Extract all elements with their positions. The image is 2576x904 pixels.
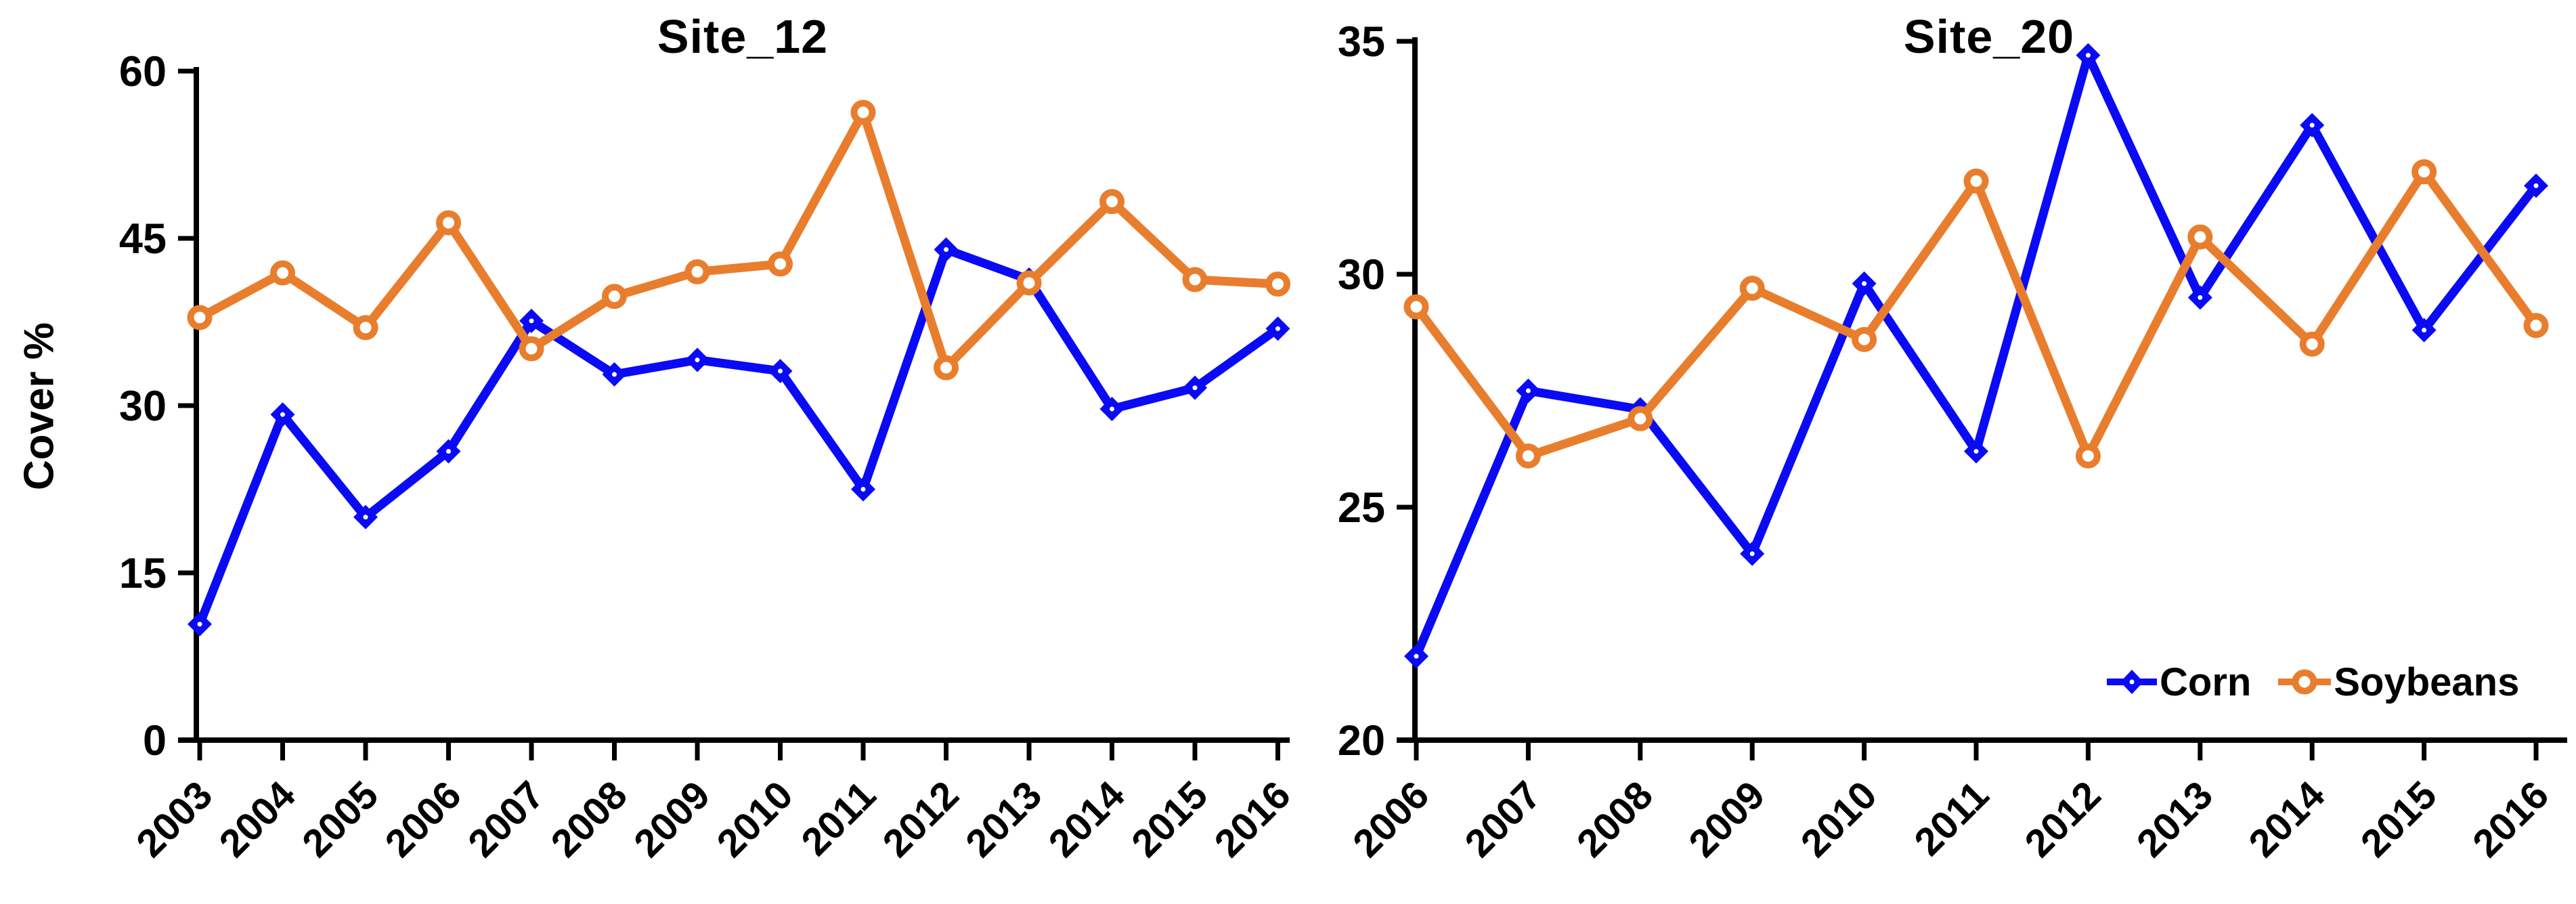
legend: Corn Soybeans	[2105, 658, 2519, 706]
soybeans-series-line-chart0	[195, 108, 1282, 372]
chart-title-site12: Site_12	[657, 10, 829, 63]
soybeans-marker-chart0	[519, 336, 544, 362]
soybeans-marker-chart0	[436, 210, 461, 236]
soybeans-marker-chart0	[1265, 272, 1290, 297]
x-tick-label-chart0: 2014	[1040, 773, 1133, 865]
corn-marker-dot-chart0	[1110, 406, 1114, 412]
soybeans-series-line-chart1	[1412, 167, 2541, 460]
x-tick-label-chart1: 2013	[2129, 773, 2221, 865]
soybeans-marker-chart1	[1628, 406, 1653, 431]
corn-marker-dot-chart1	[1525, 388, 1531, 393]
corn-marker-dot-chart0	[280, 412, 285, 417]
x-tick-label-chart0: 2009	[626, 773, 718, 865]
y-tick-label-chart0: 0	[143, 717, 167, 765]
corn-marker-dot-chart1	[2422, 328, 2427, 333]
soybeans-marker-chart1	[1515, 443, 1541, 469]
x-tick-label-chart1: 2010	[1793, 773, 1885, 865]
corn-marker-dot-chart0	[778, 368, 783, 374]
corn-marker-dot-chart0	[446, 449, 451, 454]
corn-marker-dot-chart0	[860, 487, 866, 492]
x-tick-label-chart1: 2009	[1680, 773, 1773, 865]
x-tick-label-chart0: 2011	[793, 773, 884, 864]
x-tick-label-chart1: 2014	[2240, 773, 2333, 865]
y-axis-label-cover-percent: Cover %	[16, 322, 63, 491]
x-tick-label-chart0: 2004	[211, 773, 303, 865]
soybeans-marker-chart1	[1963, 168, 1989, 194]
y-tick-label-chart1: 35	[1338, 18, 1385, 66]
soybeans-marker-chart1	[2411, 159, 2437, 185]
soybeans-marker-chart0	[850, 100, 876, 125]
corn-series-line-chart1	[1412, 51, 2541, 661]
corn-marker-dot-chart0	[944, 246, 948, 252]
legend-label-corn: Corn	[2160, 660, 2252, 704]
corn-legend-marker-icon	[2107, 670, 2157, 694]
corn-marker-dot-chart1	[1414, 653, 1419, 659]
soybeans-marker-chart1	[1739, 276, 1765, 301]
corn-marker-dot-chart0	[363, 515, 368, 520]
soybeans-marker-chart0	[1182, 267, 1208, 293]
soybeans-legend-marker-icon	[2278, 669, 2332, 695]
corn-marker-dot-chart0	[529, 318, 534, 324]
soybeans-marker-chart1	[1403, 294, 1429, 320]
soybeans-marker-chart0	[934, 355, 959, 381]
x-tick-label-chart0: 2003	[128, 773, 221, 865]
soybeans-marker-chart0	[187, 305, 213, 330]
x-tick-label-chart0: 2016	[1206, 773, 1298, 865]
soybeans-marker-chart0	[768, 251, 793, 277]
corn-marker-dot-chart1	[2309, 123, 2315, 128]
chart-title-site20: Site_20	[1903, 10, 2075, 63]
corn-marker-dot-chart0	[197, 622, 202, 627]
y-tick-label-chart1: 25	[1338, 484, 1385, 532]
x-tick-label-chart0: 2010	[708, 773, 801, 865]
x-tick-label-chart0: 2007	[460, 773, 552, 865]
x-tick-label-chart0: 2013	[957, 773, 1050, 865]
corn-marker-dot-chart1	[1973, 448, 1979, 454]
corn-marker-dot-chart1	[1862, 281, 1867, 286]
corn-marker-dot-chart1	[2198, 295, 2203, 300]
soybeans-marker-chart0	[684, 259, 710, 284]
x-tick-label-chart1: 2012	[2016, 773, 2109, 865]
legend-label-soybeans: Soybeans	[2334, 660, 2520, 704]
corn-marker-dot-chart1	[1749, 551, 1755, 557]
y-tick-label-chart1: 20	[1338, 717, 1385, 765]
y-tick-label-chart0: 30	[119, 383, 167, 430]
corn-marker-dot-chart0	[1192, 385, 1198, 391]
y-tick-label-chart1: 30	[1338, 251, 1385, 299]
soybeans-marker-chart0	[1099, 189, 1125, 215]
soybeans-marker-chart0	[353, 315, 378, 341]
corn-marker-dot-chart1	[2085, 53, 2091, 58]
x-tick-label-chart1: 2015	[2353, 773, 2445, 865]
corn-marker-dot-chart1	[2533, 183, 2539, 188]
soybeans-marker-chart1	[1852, 326, 1877, 352]
corn-series-line-chart0	[195, 244, 1282, 629]
x-tick-label-chart1: 2007	[1456, 773, 1549, 865]
y-tick-label-chart0: 15	[119, 550, 167, 597]
soybeans-marker-chart0	[602, 284, 627, 309]
soybeans-marker-chart0	[270, 260, 295, 286]
x-tick-label-chart0: 2015	[1123, 773, 1216, 865]
soybeans-marker-chart1	[2075, 443, 2101, 469]
y-tick-label-chart0: 45	[119, 215, 167, 263]
corn-marker-dot-chart0	[1275, 326, 1280, 331]
soybeans-marker-chart1	[2299, 331, 2325, 357]
soybeans-marker-chart0	[1016, 270, 1042, 296]
x-tick-label-chart0: 2008	[542, 773, 635, 865]
legend-item-corn: Corn	[2105, 660, 2251, 705]
y-tick-label-chart0: 60	[119, 48, 167, 95]
x-tick-label-chart1: 2011	[1906, 773, 1997, 864]
x-tick-label-chart1: 2006	[1345, 773, 1437, 865]
x-tick-label-chart0: 2005	[294, 773, 387, 865]
corn-marker-dot-chart0	[612, 372, 617, 377]
soybeans-marker-chart1	[2523, 313, 2549, 339]
x-tick-label-chart1: 2008	[1569, 773, 1661, 865]
x-tick-label-chart1: 2016	[2464, 773, 2557, 865]
corn-marker-dot-chart0	[695, 357, 700, 362]
x-tick-label-chart0: 2012	[874, 773, 967, 865]
x-tick-label-chart0: 2006	[376, 773, 469, 865]
legend-item-soybeans: Soybeans	[2277, 660, 2519, 705]
soybeans-marker-chart1	[2187, 224, 2213, 250]
